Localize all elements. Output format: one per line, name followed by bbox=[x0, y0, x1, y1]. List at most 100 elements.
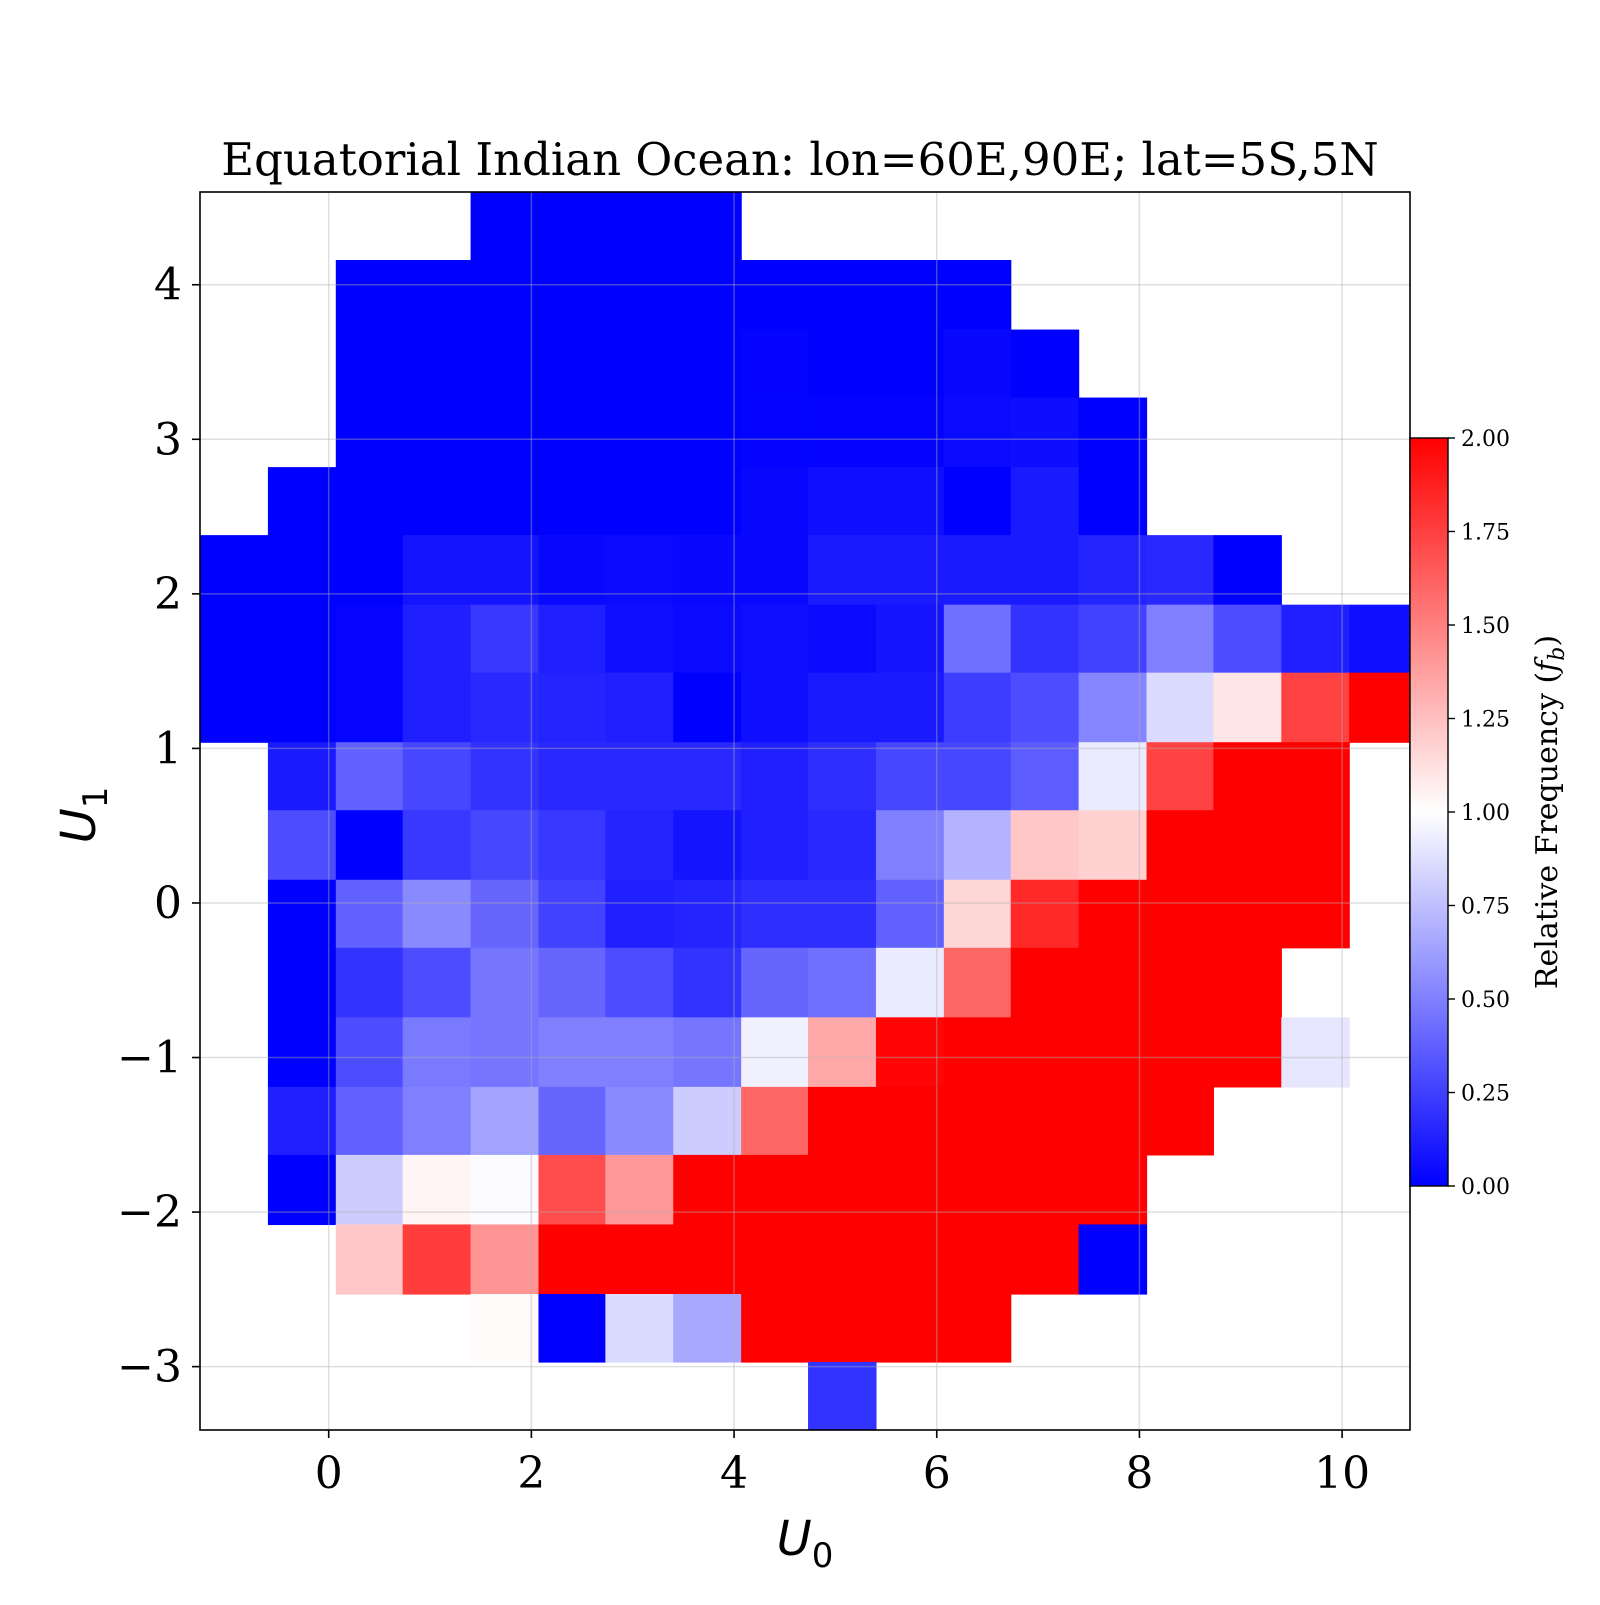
heatmap-cell bbox=[470, 535, 540, 606]
heatmap-cell bbox=[335, 742, 404, 811]
heatmap-cell bbox=[943, 1086, 1012, 1156]
heatmap-cell bbox=[808, 879, 877, 949]
heatmap-cell bbox=[605, 397, 674, 468]
heatmap-cell bbox=[335, 1154, 404, 1226]
x-tick-label: 8 bbox=[1125, 1448, 1153, 1499]
heatmap-cell bbox=[470, 260, 540, 331]
heatmap-cell bbox=[1281, 810, 1350, 881]
heatmap-cell bbox=[1078, 810, 1148, 881]
heatmap-cell bbox=[1213, 672, 1282, 743]
heatmap-cell bbox=[538, 535, 606, 606]
heatmap-cell bbox=[875, 397, 945, 468]
heatmap-cell bbox=[1281, 742, 1350, 811]
heatmap-cell bbox=[1146, 672, 1214, 743]
x-tick-label: 6 bbox=[923, 1448, 951, 1499]
heatmap-cell bbox=[943, 467, 1012, 536]
colorbar-tick-label: 1.50 bbox=[1461, 614, 1510, 639]
heatmap-cell bbox=[470, 810, 540, 881]
y-tick-label: 2 bbox=[154, 569, 182, 620]
heatmap-cell bbox=[538, 467, 606, 536]
heatmap-cell bbox=[875, 604, 945, 674]
heatmap-cell bbox=[1146, 947, 1214, 1018]
heatmap-cell bbox=[1213, 535, 1282, 606]
heatmap-cell bbox=[875, 1086, 945, 1156]
heatmap-cell bbox=[335, 810, 404, 881]
heatmap-cell bbox=[1146, 879, 1214, 949]
colorbar-tick-label: 1.75 bbox=[1461, 521, 1510, 546]
heatmap-cell bbox=[267, 810, 337, 881]
heatmap-cell bbox=[741, 329, 809, 399]
heatmap-cell bbox=[267, 947, 337, 1018]
heatmap-cell bbox=[741, 604, 809, 674]
heatmap-cell bbox=[1281, 1017, 1350, 1088]
heatmap-cell bbox=[875, 810, 945, 881]
heatmap-cell bbox=[741, 1293, 809, 1363]
heatmap-cell bbox=[1146, 810, 1214, 881]
heatmap-cell bbox=[1146, 604, 1214, 674]
heatmap-cell bbox=[808, 1086, 877, 1156]
heatmap-cell bbox=[741, 810, 809, 881]
heatmap-cell bbox=[605, 810, 674, 881]
heatmap-cell bbox=[673, 1293, 742, 1363]
heatmap-cell bbox=[673, 604, 742, 674]
heatmap-cell bbox=[943, 672, 1012, 743]
heatmap-cell bbox=[1078, 1017, 1148, 1088]
x-tick-label: 2 bbox=[517, 1448, 545, 1499]
x-tick-label: 10 bbox=[1314, 1448, 1370, 1499]
heatmap-cell bbox=[1078, 535, 1148, 606]
x-axis-label: U0 bbox=[777, 1511, 834, 1576]
heatmap-cell bbox=[1213, 947, 1282, 1018]
heatmap-cell bbox=[741, 467, 809, 536]
heatmap-cell bbox=[470, 947, 540, 1018]
heatmap-cell bbox=[538, 879, 606, 949]
x-tick-label: 4 bbox=[720, 1448, 748, 1499]
heatmap-cell bbox=[741, 1086, 809, 1156]
heatmap-cell bbox=[470, 467, 540, 536]
heatmap-cell bbox=[1010, 604, 1080, 674]
heatmap-cell bbox=[673, 1017, 742, 1088]
heatmap-cell bbox=[808, 1362, 877, 1431]
heatmap-cell bbox=[875, 879, 945, 949]
colorbar-tick-label: 0.00 bbox=[1461, 1175, 1510, 1200]
heatmap-cell bbox=[335, 604, 404, 674]
heatmap-cell bbox=[943, 397, 1012, 468]
heatmap-cell bbox=[808, 1154, 877, 1226]
heatmap-cell bbox=[1010, 1154, 1080, 1226]
heatmap-cell bbox=[470, 879, 540, 949]
heatmap-cell bbox=[1146, 1017, 1214, 1088]
heatmap-cell bbox=[1010, 397, 1080, 468]
heatmap-cell bbox=[267, 535, 337, 606]
heatmap-cell bbox=[808, 672, 877, 743]
heatmap-cell bbox=[1213, 604, 1282, 674]
heatmap-cell bbox=[943, 1224, 1012, 1295]
y-axis-ticks: −3 −2 −1 0 1 2 3 4 bbox=[117, 260, 200, 1393]
x-axis-ticks: 0 2 4 6 8 10 bbox=[315, 1430, 1370, 1499]
heatmap-cell bbox=[1010, 879, 1080, 949]
heatmap-cell bbox=[1010, 535, 1080, 606]
heatmap-cell bbox=[673, 742, 742, 811]
heatmap-cell bbox=[673, 535, 742, 606]
heatmap-cell bbox=[402, 467, 472, 536]
heatmap-cell bbox=[335, 467, 404, 536]
heatmap-cell bbox=[402, 810, 472, 881]
heatmap-cell bbox=[605, 604, 674, 674]
heatmap-cell bbox=[943, 947, 1012, 1018]
heatmap-cell bbox=[605, 879, 674, 949]
heatmap-cell bbox=[1213, 810, 1282, 881]
heatmap-cell bbox=[1010, 742, 1080, 811]
heatmap-cell bbox=[741, 397, 809, 468]
heatmap-cell bbox=[1349, 672, 1411, 743]
heatmap-cell bbox=[943, 1154, 1012, 1226]
colorbar-label-text: Relative Frequency ( bbox=[1530, 672, 1565, 989]
heatmap-cell bbox=[808, 810, 877, 881]
heatmap-cell bbox=[605, 535, 674, 606]
y-axis-label-sub: 1 bbox=[76, 787, 116, 809]
x-axis-label-var: U bbox=[777, 1511, 812, 1567]
heatmap-cell bbox=[741, 1154, 809, 1226]
heatmap-cell bbox=[673, 1086, 742, 1156]
heatmap-cell bbox=[1010, 467, 1080, 536]
heatmap-cell bbox=[605, 260, 674, 331]
heatmap-cell bbox=[402, 1017, 472, 1088]
heatmap-cell bbox=[335, 1224, 404, 1295]
